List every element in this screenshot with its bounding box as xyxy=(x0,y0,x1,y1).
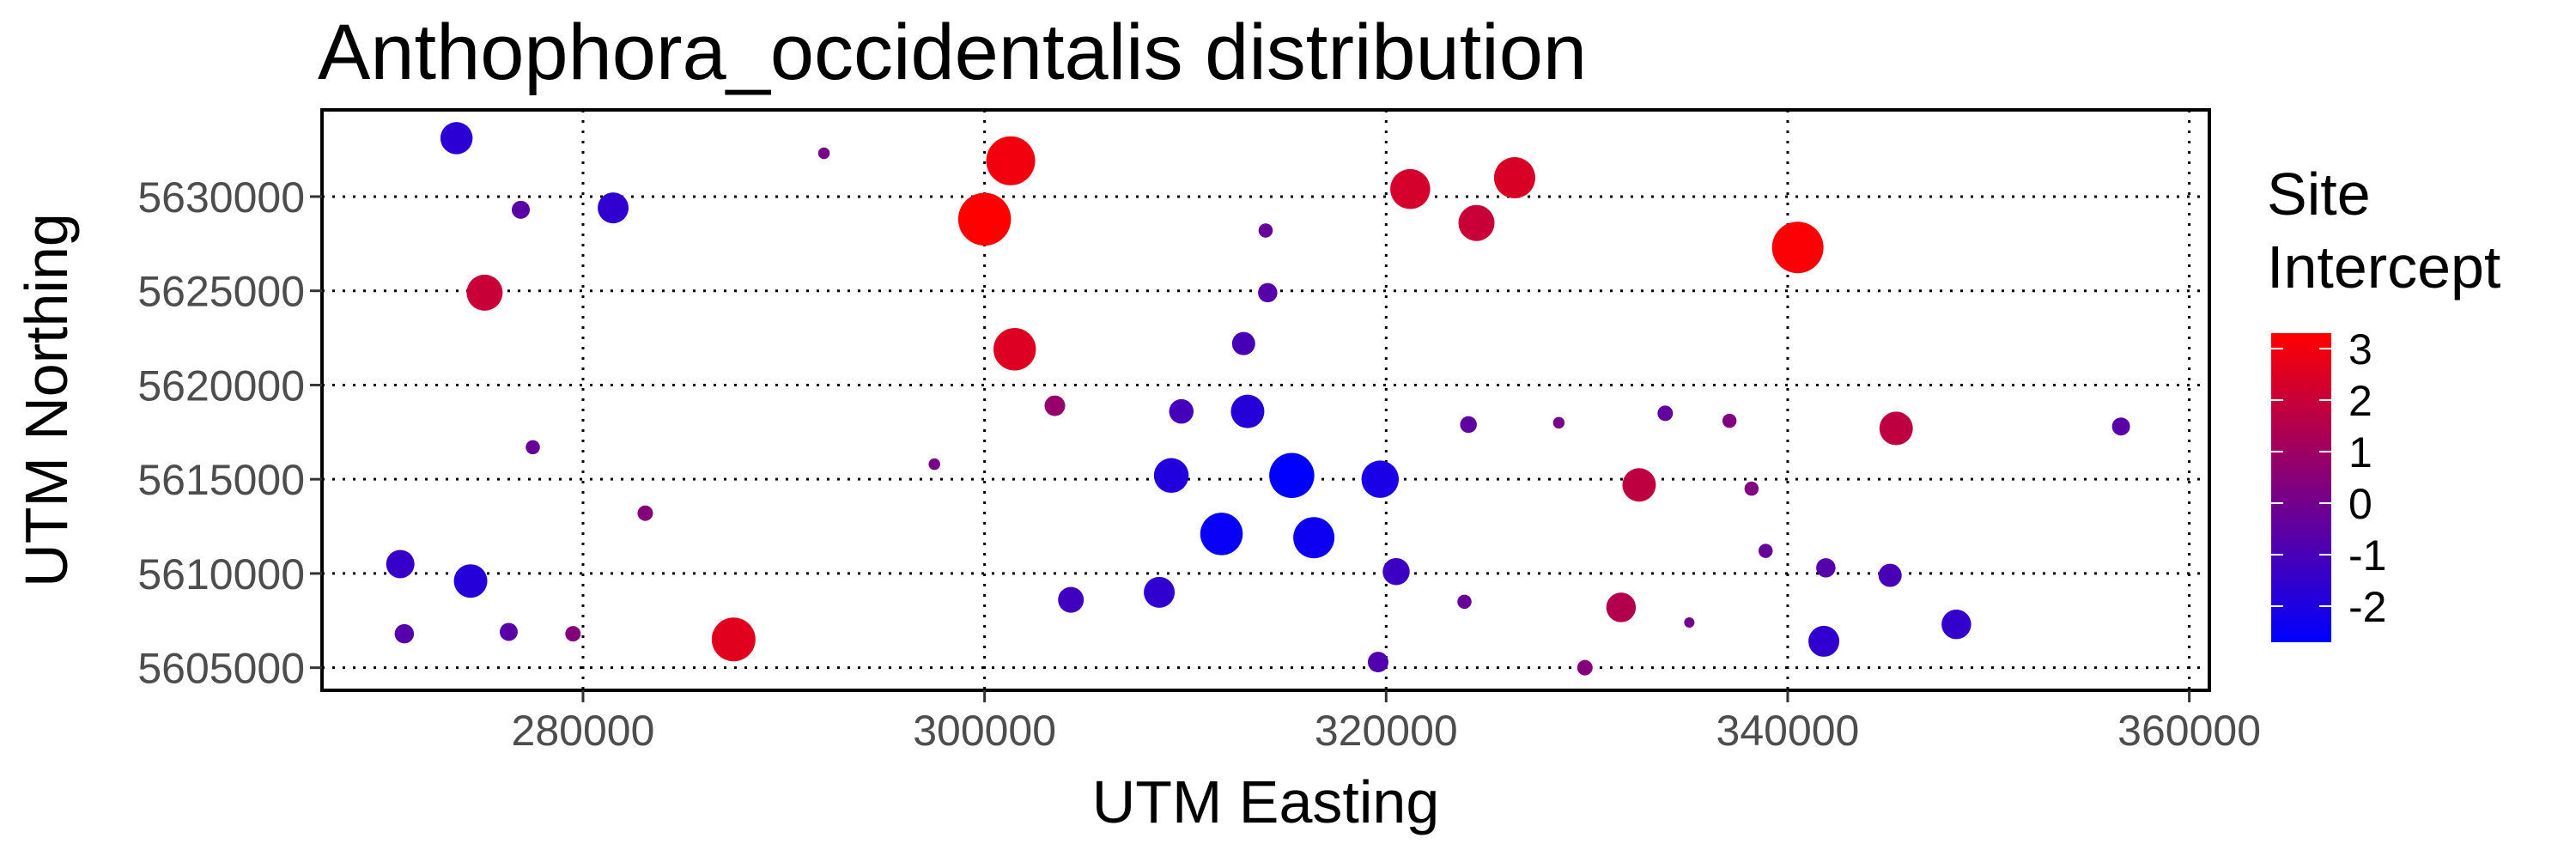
y-tick-label: 5605000 xyxy=(137,645,305,693)
data-point xyxy=(1722,413,1737,428)
data-point xyxy=(1258,223,1273,238)
data-point xyxy=(1878,563,1902,587)
plot-panel-border xyxy=(320,108,2211,692)
x-tick-label: 320000 xyxy=(1315,707,1458,755)
x-tick-label: 300000 xyxy=(913,707,1056,755)
data-point xyxy=(1622,468,1656,502)
data-point xyxy=(1758,543,1773,558)
data-point xyxy=(1044,395,1066,416)
data-point xyxy=(1367,652,1388,673)
legend-title-line-2: Intercept xyxy=(2267,234,2500,301)
data-point xyxy=(1382,557,1410,586)
data-point xyxy=(1390,168,1431,209)
legend-tick-label: 0 xyxy=(2348,480,2372,528)
y-tick-label: 5630000 xyxy=(137,173,305,222)
legend-title-line-1: Site xyxy=(2267,161,2371,228)
data-point xyxy=(1457,594,1472,610)
data-point xyxy=(1230,394,1265,428)
data-point xyxy=(565,626,581,642)
data-point xyxy=(993,327,1036,371)
data-point xyxy=(1657,405,1674,422)
data-point xyxy=(817,147,830,160)
data-point xyxy=(1808,625,1840,657)
data-point xyxy=(440,122,473,155)
x-axis-title: UTM Easting xyxy=(1092,768,1440,835)
data-point xyxy=(598,192,629,224)
legend-tick-label: 2 xyxy=(2348,377,2372,425)
data-point xyxy=(499,622,518,641)
data-point xyxy=(386,550,415,579)
data-point xyxy=(1058,586,1084,613)
data-point xyxy=(1144,576,1176,608)
data-point xyxy=(2111,417,2130,436)
data-point xyxy=(1606,592,1637,622)
chart-title: Anthophora_occidentalis distribution xyxy=(318,9,1587,96)
data-point xyxy=(511,200,530,219)
data-point xyxy=(1493,157,1535,199)
y-tick-label: 5620000 xyxy=(137,361,305,410)
data-point xyxy=(1941,609,1971,640)
data-point xyxy=(1293,517,1335,559)
legend-tick-label: 3 xyxy=(2348,325,2372,373)
data-point xyxy=(928,458,940,471)
y-tick-label: 5615000 xyxy=(137,456,305,504)
legend-tick-label: -1 xyxy=(2348,531,2386,580)
y-axis-title: UTM Northing xyxy=(13,213,80,587)
data-point xyxy=(1552,416,1565,429)
data-point xyxy=(1744,481,1759,496)
data-point xyxy=(1577,659,1593,676)
data-point xyxy=(1684,616,1695,628)
data-point xyxy=(1200,513,1243,556)
data-point xyxy=(394,623,415,644)
data-point xyxy=(466,274,503,311)
x-tick-label: 360000 xyxy=(2117,707,2261,755)
data-point xyxy=(637,505,653,521)
data-point xyxy=(1771,222,1824,274)
legend-tick-label: 1 xyxy=(2348,428,2372,477)
gridlines xyxy=(322,110,2209,690)
data-point xyxy=(1816,558,1836,578)
y-tick-label: 5625000 xyxy=(137,268,305,316)
data-point xyxy=(1460,416,1477,434)
data-point xyxy=(1458,204,1495,241)
data-point xyxy=(453,564,488,598)
x-axis-ticks: 280000 300000 320000 340000 360000 xyxy=(512,690,2261,755)
x-tick-label: 280000 xyxy=(512,707,655,755)
x-tick-label: 340000 xyxy=(1716,707,1860,755)
data-points xyxy=(386,122,2130,676)
legend-colorbar xyxy=(2271,333,2331,642)
data-point xyxy=(711,617,756,662)
y-tick-label: 5610000 xyxy=(137,550,305,598)
data-point xyxy=(1231,331,1255,355)
data-point xyxy=(1258,282,1278,303)
data-point xyxy=(1879,411,1913,446)
data-point xyxy=(1269,452,1315,499)
data-point xyxy=(1153,458,1189,494)
legend-tick-label: -2 xyxy=(2348,583,2386,631)
data-point xyxy=(1361,460,1400,498)
data-point xyxy=(986,136,1036,185)
data-point xyxy=(957,192,1012,246)
y-axis-ticks: 5605000 5610000 5615000 5620000 5625000 56300… xyxy=(137,173,322,693)
data-point xyxy=(526,440,540,455)
data-point xyxy=(1169,398,1194,424)
